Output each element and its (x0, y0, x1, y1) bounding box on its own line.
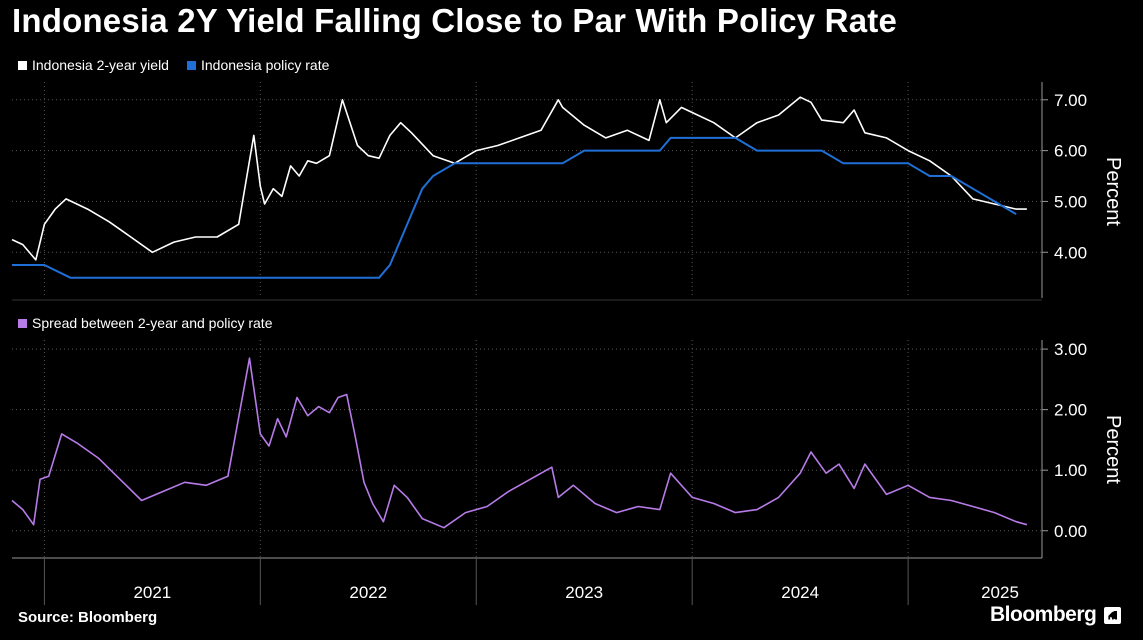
legend-label-policy: Indonesia policy rate (200, 57, 330, 73)
legend-item-spread: Spread between 2-year and policy rate (18, 315, 272, 331)
legend-item-yield: Indonesia 2-year yield (18, 57, 169, 73)
x-tick-label-4: 2025 (981, 583, 1019, 602)
y-tick-label-top-0: 4.00 (1054, 243, 1087, 262)
y-tick-label-bottom-0: 0.00 (1054, 522, 1087, 541)
brand-text: Bloomberg (990, 603, 1097, 626)
bloomberg-logo: Bloomberg (990, 603, 1122, 627)
x-tick-label-2: 2023 (565, 583, 603, 602)
legend-swatch-policy (186, 60, 196, 70)
legend-label-yield: Indonesia 2-year yield (32, 57, 169, 73)
series-line-bottom-0 (11, 357, 1028, 529)
series-line-top-1 (12, 136, 1017, 279)
y-tick-label-bottom-1: 1.00 (1054, 461, 1087, 480)
chart-title: Indonesia 2Y Yield Falling Close to Par … (12, 2, 898, 39)
x-tick-label-0: 2021 (133, 583, 171, 602)
y-tick-label-bottom-2: 2.00 (1054, 401, 1087, 420)
y-tick-label-top-2: 6.00 (1054, 142, 1087, 161)
legend-label-spread: Spread between 2-year and policy rate (32, 315, 273, 331)
legend-bottom: Spread between 2-year and policy rate (18, 315, 272, 331)
legend-top: Indonesia 2-year yield Indonesia policy … (18, 57, 329, 73)
chart-icon (1104, 606, 1122, 624)
y-tick-label-top-1: 5.00 (1054, 192, 1087, 211)
series-line-top-0 (11, 96, 1027, 261)
legend-swatch-yield (18, 60, 27, 70)
y-tick-label-top-3: 7.00 (1054, 91, 1087, 110)
source-note: Source: Bloomberg (18, 609, 158, 626)
x-tick-label-1: 2022 (349, 583, 387, 602)
legend-swatch-spread (18, 318, 27, 328)
y-tick-label-bottom-3: 3.00 (1054, 340, 1087, 359)
legend-item-policy: Indonesia policy rate (186, 57, 330, 73)
x-tick-label-3: 2024 (781, 583, 819, 602)
